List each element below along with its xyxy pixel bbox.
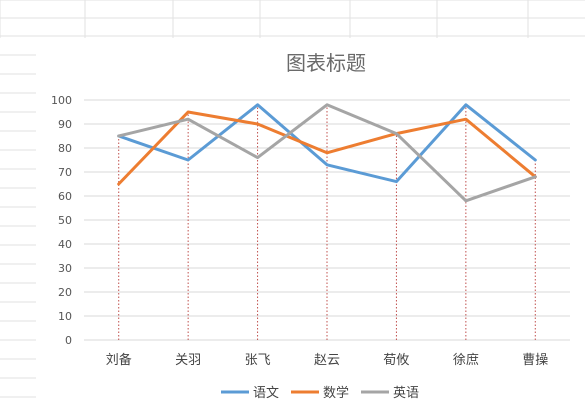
series-lines bbox=[117, 103, 537, 203]
y-tick-label: 80 bbox=[58, 142, 72, 155]
legend-label: 语文 bbox=[253, 386, 279, 401]
y-tick-label: 10 bbox=[58, 310, 72, 323]
series-line-语文[interactable] bbox=[117, 103, 537, 184]
y-tick-label: 30 bbox=[58, 262, 72, 275]
y-tick-label: 100 bbox=[51, 94, 72, 107]
legend-label: 数学 bbox=[323, 385, 349, 401]
x-tick-label: 赵云 bbox=[314, 353, 340, 368]
legend-item-语文[interactable]: 语文 bbox=[221, 386, 279, 401]
series-line-数学[interactable] bbox=[117, 110, 537, 186]
x-axis-tick-labels: 刘备 关羽 张飞 赵云 荀攸 徐庶 曹操 bbox=[106, 352, 549, 368]
legend-item-英语[interactable]: 英语 bbox=[361, 386, 419, 401]
chart-panel[interactable] bbox=[38, 38, 585, 405]
y-tick-label: 40 bbox=[58, 238, 72, 251]
drop-lines bbox=[118, 104, 536, 340]
legend-item-数学[interactable]: 数学 bbox=[291, 385, 349, 401]
series-line-英语[interactable] bbox=[117, 103, 537, 203]
x-tick-label: 关羽 bbox=[175, 353, 201, 368]
chart-title[interactable]: 图表标题 bbox=[286, 51, 366, 75]
y-tick-label: 70 bbox=[58, 166, 72, 179]
x-tick-label: 荀攸 bbox=[383, 353, 409, 368]
y-tick-label: 0 bbox=[65, 334, 72, 347]
y-tick-label: 60 bbox=[58, 190, 72, 203]
legend-label: 英语 bbox=[393, 386, 419, 401]
x-tick-label: 刘备 bbox=[106, 352, 132, 368]
x-tick-label: 曹操 bbox=[522, 352, 548, 368]
y-tick-label: 90 bbox=[58, 118, 72, 131]
x-tick-label: 张飞 bbox=[245, 353, 271, 368]
y-tick-label: 20 bbox=[58, 286, 72, 299]
y-axis-tick-labels: 0 10 20 30 40 50 60 70 80 90 100 bbox=[51, 94, 72, 347]
legend[interactable]: 语文 数学 英语 bbox=[221, 385, 419, 401]
x-tick-label: 徐庶 bbox=[453, 352, 479, 368]
y-tick-label: 50 bbox=[58, 214, 72, 227]
